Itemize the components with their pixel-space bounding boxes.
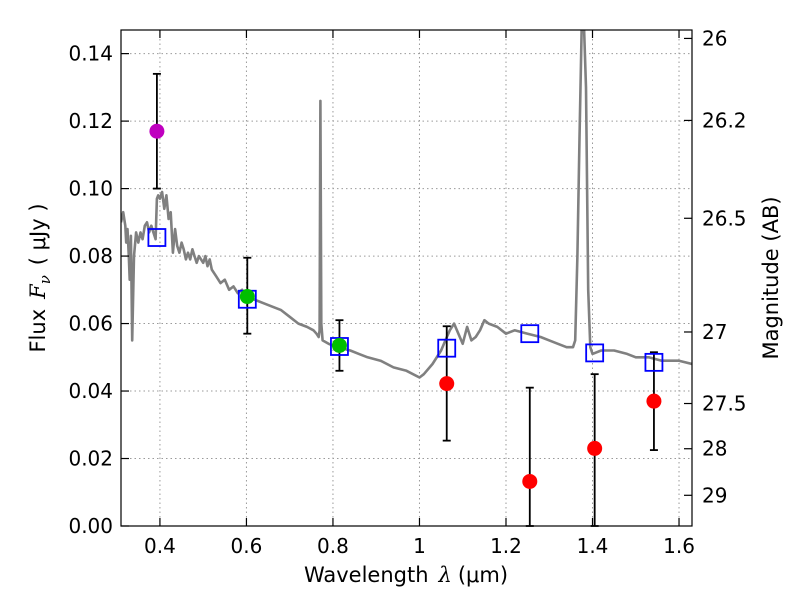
tick-labels: 0.4 0.6 0.8 1 1.2 1.4 1.6 0.00 0.02 0.04 0.06 0.08 0… xyxy=(68,26,746,558)
y-tick-label: 0.02 xyxy=(68,447,113,471)
x-tick-label: 1.6 xyxy=(663,534,695,558)
observed-point xyxy=(522,473,538,489)
x-tick-label: 0.6 xyxy=(231,534,263,558)
observed-points xyxy=(149,123,662,489)
observed-point xyxy=(587,440,603,456)
observed-point xyxy=(439,376,455,392)
x-tick-label: 0.4 xyxy=(144,534,176,558)
x-tick-label: 1.2 xyxy=(490,534,522,558)
model-band-square xyxy=(585,343,605,363)
y-tick-label: 0.04 xyxy=(68,379,113,403)
axis-ticks xyxy=(121,30,692,527)
x-tick-label: 1.4 xyxy=(577,534,609,558)
model-sed-layer xyxy=(121,30,692,379)
y2-tick-label: 26.2 xyxy=(702,108,747,132)
model-band-square xyxy=(147,228,167,247)
y-tick-label: 0.08 xyxy=(68,244,113,268)
x-tick-label: 0.8 xyxy=(317,534,349,558)
y2-tick-label: 29 xyxy=(702,483,727,507)
y-tick-label: 0.14 xyxy=(68,42,113,66)
y2-axis-label: Magnitude (AB) xyxy=(759,196,783,359)
observed-point xyxy=(331,337,347,353)
x-tick-label: 1 xyxy=(413,534,426,558)
model-band-square xyxy=(437,338,457,358)
y-tick-label: 0.10 xyxy=(68,177,113,201)
y-tick-label: 0.00 xyxy=(68,514,113,538)
x-axis-label: Wavelength λ (μm) xyxy=(304,563,508,587)
y2-tick-label: 26 xyxy=(702,26,727,50)
model-band-markers xyxy=(147,228,664,372)
y2-tick-label: 26.5 xyxy=(702,206,747,230)
observed-point xyxy=(239,289,255,305)
y2-tick-label: 27.5 xyxy=(702,392,747,416)
y-axis-label: FluxFν( μJy ) xyxy=(26,203,54,352)
model-band-square xyxy=(520,324,540,344)
model-band-square xyxy=(644,352,664,372)
observed-point xyxy=(646,393,662,409)
observed-point xyxy=(149,123,165,139)
model-sed-line xyxy=(121,30,692,379)
plot-frame xyxy=(120,29,693,527)
y2-tick-label: 27 xyxy=(702,320,727,344)
y2-tick-label: 28 xyxy=(702,437,727,461)
y-tick-label: 0.12 xyxy=(68,109,113,133)
grid-lines xyxy=(121,30,692,527)
y-tick-label: 0.06 xyxy=(68,312,113,336)
